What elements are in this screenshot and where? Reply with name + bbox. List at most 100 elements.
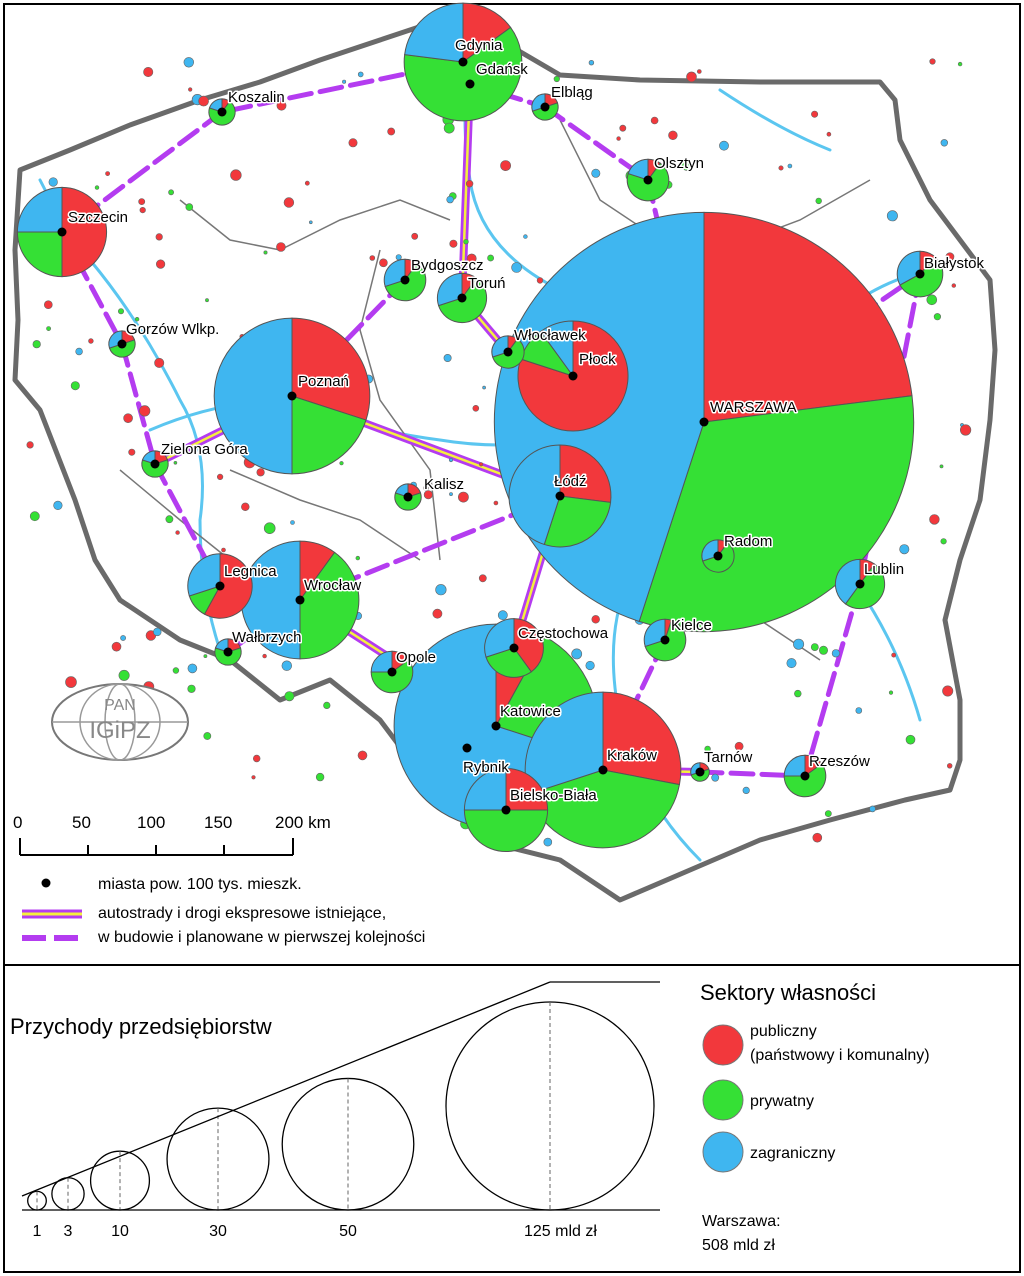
city-pie [508,444,612,548]
small-town-pie [432,608,443,619]
city-dot [915,269,925,279]
small-town-pie [810,643,819,651]
small-town-pie [395,254,402,261]
small-town-pie [940,538,947,545]
small-town-pie [355,555,360,561]
small-town-pie [591,615,600,624]
small-town-pie [165,515,174,524]
city-label: Włocławek [514,327,586,344]
size-legend-label: 125 mld zł [524,1223,597,1240]
city-dot [503,347,513,357]
pie-slice [643,618,666,648]
small-town-pie [263,522,276,535]
scale-tick-200: 200 km [275,813,331,832]
pie-slice [485,647,532,678]
city-dot [491,721,501,731]
pie-slice [559,444,612,503]
city-label: WARSZAWA [710,399,797,416]
pie-slice [61,186,108,278]
small-town-pie [168,189,174,196]
city-label: Gdynia [455,37,503,54]
small-town-pie [118,308,125,315]
small-town-pie [742,786,750,795]
small-town-pie [523,234,528,239]
small-town-pie [588,59,595,66]
road-legend-symbol [22,909,82,941]
small-town-pie [187,663,198,674]
small-town-pie [187,684,196,693]
small-town-pie [88,338,94,344]
small-town-pie [94,185,100,190]
small-town-pie [53,500,63,511]
city-dot [540,102,550,112]
small-town-pie [205,298,209,303]
small-town-pie [472,404,480,412]
city-label: Łódź [554,473,587,490]
small-town-pie [686,71,697,83]
pie-slice [214,638,229,653]
pie-slice [543,495,612,548]
small-town-pie [173,460,178,465]
city-dot [223,647,233,657]
legend-cities: miasta pow. 100 tys. mieszk. [98,876,302,893]
planned-road [802,581,863,779]
city-dot [800,771,810,781]
pie-slice [463,767,507,811]
small-town-pie [70,381,80,391]
small-town-pie [134,317,140,322]
city-pie [394,483,422,511]
city-dot [855,579,865,589]
city-pie [213,317,371,475]
small-town-pie [812,832,823,843]
city-pie [141,450,169,478]
city-label: Gdańsk [476,61,528,78]
small-town-pie [118,669,130,681]
small-town-pie [711,773,720,782]
pie-slice [505,767,549,811]
small-town-pie [411,232,419,240]
pie-slice [834,558,861,605]
scale-tick-150: 150 [204,813,232,832]
small-town-pie [183,57,195,68]
small-town-pie [284,691,295,702]
small-town-pie [155,233,163,241]
small-town-pie [276,100,287,111]
small-town-pie [262,653,267,659]
city-dot [117,339,127,349]
small-town-pie [899,544,910,555]
small-town-pie [855,707,863,714]
size-legend-label: 30 [209,1223,227,1240]
small-town-pie [203,654,208,659]
small-town-pie [75,347,83,356]
city-label: Poznań [298,373,349,390]
small-town-pie [479,462,484,467]
small-town-pie [891,652,897,658]
pie-slice [463,809,549,853]
small-town-pie [487,254,494,262]
city-dot [568,371,578,381]
pie-slice [394,483,409,498]
city-dot [457,293,467,303]
small-town-pie [619,124,627,132]
small-town-pie [905,734,916,745]
sectors-legend: Sektory własności publiczny (państwowy i… [700,980,930,1254]
city-label: Legnica [224,563,277,580]
city-label: Płock [579,351,616,368]
small-town-pie [29,511,40,522]
small-town-pie [650,116,659,125]
small-town-pie [793,638,805,650]
small-town-pie [668,130,678,141]
logo-igipz: IGiPZ [89,717,150,744]
city-label: Kielce [671,617,712,634]
pie-slice [141,450,156,465]
size-legend-label: 1 [33,1223,42,1240]
city-dot [458,57,468,67]
planned-road [697,769,808,779]
small-town-pie [951,283,956,288]
small-town-pie [465,180,474,188]
small-town-pie [888,690,894,695]
small-town-pie [32,340,41,349]
small-town-pie [886,210,898,222]
small-town-pie [824,810,832,817]
